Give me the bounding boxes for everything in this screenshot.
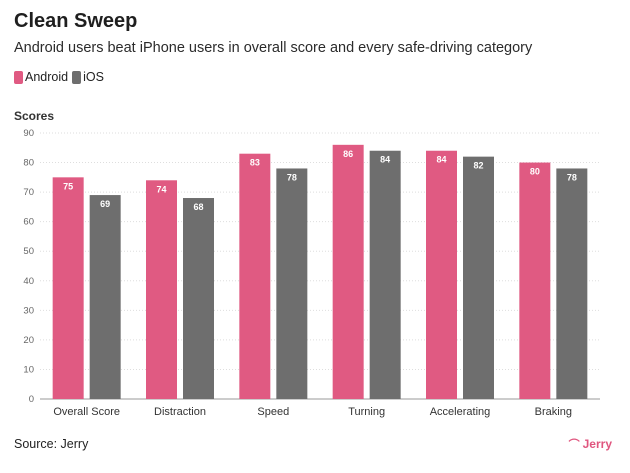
data-label-ios: 68 xyxy=(193,202,203,212)
data-label-ios: 78 xyxy=(287,172,297,182)
data-label-ios: 84 xyxy=(380,155,390,165)
y-tick-label: 40 xyxy=(23,276,34,287)
legend-item-android: Android xyxy=(14,70,68,84)
brand-logo: ⌒ Jerry xyxy=(569,436,612,452)
legend-label-android: Android xyxy=(25,70,69,84)
source-note: Source: Jerry xyxy=(14,437,89,451)
y-axis-title: Scores xyxy=(14,109,55,123)
data-label-android: 75 xyxy=(63,181,73,191)
data-label-android: 80 xyxy=(530,167,540,177)
x-category-label: Accelerating xyxy=(430,406,491,418)
y-tick-label: 90 xyxy=(23,128,34,139)
data-label-ios: 82 xyxy=(473,161,483,171)
bar-ios xyxy=(556,168,588,399)
bar-android xyxy=(519,162,551,399)
legend-swatch-ios xyxy=(72,70,82,84)
y-tick-label: 60 xyxy=(23,217,34,228)
data-label-android: 74 xyxy=(156,184,166,194)
bar-android xyxy=(332,144,364,399)
x-category-label: Speed xyxy=(257,406,289,418)
chart-title: Clean Sweep xyxy=(14,10,138,32)
y-tick-label: 80 xyxy=(23,158,34,169)
bar-android xyxy=(146,180,177,399)
data-label-android: 86 xyxy=(343,149,353,159)
x-category-label: Braking xyxy=(535,406,572,418)
legend-item-ios: iOS xyxy=(72,70,104,84)
jerry-logo-icon: ⌒ xyxy=(568,439,580,451)
bar-android xyxy=(426,150,457,399)
y-tick-label: 30 xyxy=(23,305,34,316)
x-category-label: Distraction xyxy=(154,406,206,418)
x-category-label: Turning xyxy=(348,406,385,418)
bar-ios xyxy=(276,168,308,399)
bar-android xyxy=(52,177,84,399)
data-label-ios: 78 xyxy=(567,172,577,182)
y-tick-label: 50 xyxy=(23,246,34,257)
bar-android xyxy=(239,153,271,399)
x-category-label: Overall Score xyxy=(53,406,120,418)
legend-swatch-android xyxy=(14,70,23,84)
y-tick-label: 20 xyxy=(23,335,34,346)
legend-label-ios: iOS xyxy=(83,70,104,84)
bar-ios xyxy=(89,195,121,399)
data-label-android: 83 xyxy=(250,158,260,168)
brand-name: Jerry xyxy=(582,437,612,451)
legend: Android iOS xyxy=(14,70,108,84)
bar-ios xyxy=(463,156,494,399)
chart-subtitle: Android users beat iPhone users in overa… xyxy=(14,40,533,56)
data-label-android: 84 xyxy=(436,155,446,165)
y-tick-label: 70 xyxy=(23,187,34,198)
y-tick-label: 0 xyxy=(29,394,34,405)
bar-ios xyxy=(369,150,401,399)
y-tick-label: 10 xyxy=(23,364,34,375)
bar-ios xyxy=(183,198,214,399)
data-label-ios: 69 xyxy=(100,199,110,209)
